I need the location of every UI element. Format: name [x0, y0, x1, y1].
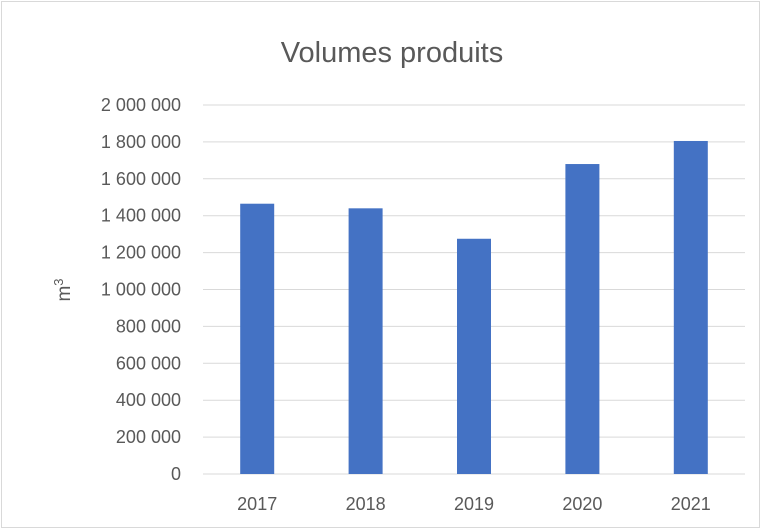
- y-axis-label: m3: [51, 278, 76, 301]
- bar-2019: [457, 238, 491, 474]
- y-tick-label: 800 000: [116, 316, 181, 336]
- bars: [240, 140, 708, 475]
- y-tick-label: 0: [171, 464, 181, 484]
- y-tick-label: 400 000: [116, 390, 181, 410]
- y-tick-label: 1 800 000: [101, 132, 181, 152]
- x-tick-label: 2020: [562, 494, 602, 514]
- x-tick-label: 2021: [671, 494, 711, 514]
- x-tick-label: 2019: [454, 494, 494, 514]
- y-axis-label-superscript: 3: [51, 278, 66, 285]
- x-tick-label: 2018: [346, 494, 386, 514]
- bar-2021: [673, 140, 708, 475]
- chart-title: Volumes produits: [281, 37, 503, 69]
- y-tick-label: 1 000 000: [101, 280, 181, 300]
- bar-2018: [348, 208, 383, 474]
- bar-2017: [240, 203, 275, 474]
- x-tick-labels: 2017 2018 2019 2020 2021: [237, 494, 711, 514]
- y-tick-label: 1 400 000: [101, 206, 181, 226]
- gridlines: [203, 104, 745, 475]
- y-tick-label: 1 600 000: [101, 169, 181, 189]
- x-tick-label: 2017: [237, 494, 277, 514]
- y-tick-label: 2 000 000: [101, 95, 181, 115]
- y-tick-labels: 0 200 000 400 000 600 000 800 000 1 000 000 1 …: [101, 95, 181, 484]
- y-tick-label: 1 200 000: [101, 243, 181, 263]
- y-axis-label-unit: m: [54, 286, 75, 302]
- y-tick-label: 600 000: [116, 353, 181, 373]
- bar-2020: [565, 164, 600, 475]
- y-tick-label: 200 000: [116, 427, 181, 447]
